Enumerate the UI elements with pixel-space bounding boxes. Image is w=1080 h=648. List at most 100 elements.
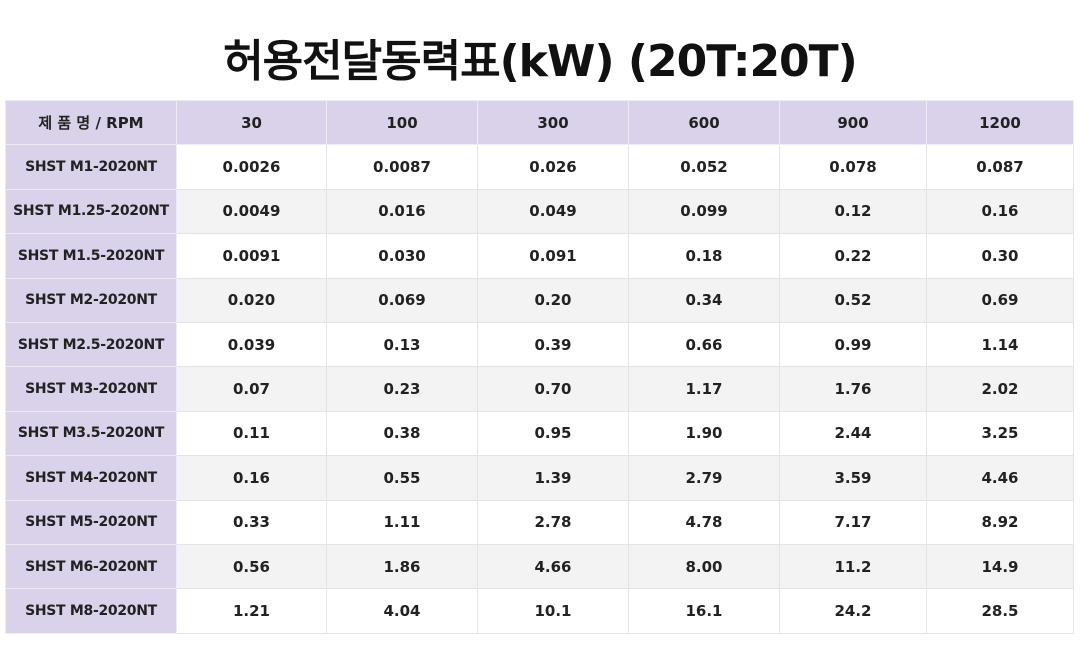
power-value: 0.70 xyxy=(477,366,629,412)
power-value: 0.016 xyxy=(326,188,478,235)
power-value: 0.38 xyxy=(326,410,478,457)
header-cell: 300 xyxy=(477,99,629,146)
power-value: 4.04 xyxy=(326,588,478,634)
product-name: SHST M1-2020NT xyxy=(5,144,177,190)
table-row: SHST M3.5-2020NT 0.11 0.38 0.95 1.90 2.44 3.25 xyxy=(5,410,1074,457)
power-value: 4.78 xyxy=(628,499,780,545)
power-value: 8.92 xyxy=(926,499,1074,545)
table-row: SHST M5-2020NT 0.33 1.11 2.78 4.78 7.17 8.92 xyxy=(5,499,1074,545)
product-name: SHST M1.25-2020NT xyxy=(5,188,177,235)
power-value: 1.11 xyxy=(326,499,478,545)
table-body: SHST M1-2020NT 0.0026 0.0087 0.026 0.052 0.07… xyxy=(5,144,1074,634)
header-cell: 제 품 명 / RPM xyxy=(5,99,177,146)
power-value: 4.66 xyxy=(477,543,629,590)
product-name: SHST M1.5-2020NT xyxy=(5,233,177,279)
power-value: 0.069 xyxy=(326,277,478,323)
power-value: 0.52 xyxy=(779,277,927,323)
power-value: 14.9 xyxy=(926,543,1074,590)
power-value: 0.99 xyxy=(779,321,927,368)
table-row: SHST M2-2020NT 0.020 0.069 0.20 0.34 0.52 0.69 xyxy=(5,277,1074,323)
power-value: 1.86 xyxy=(326,543,478,590)
header-cell: 100 xyxy=(326,99,478,146)
power-value: 4.46 xyxy=(926,455,1074,501)
power-value: 0.0026 xyxy=(176,144,327,190)
power-value: 0.049 xyxy=(477,188,629,235)
power-value: 0.0049 xyxy=(176,188,327,235)
power-value: 1.21 xyxy=(176,588,327,634)
power-value: 0.20 xyxy=(477,277,629,323)
table-row: SHST M1-2020NT 0.0026 0.0087 0.026 0.052 0.07… xyxy=(5,144,1074,190)
product-name: SHST M6-2020NT xyxy=(5,543,177,590)
power-value: 2.78 xyxy=(477,499,629,545)
power-value: 0.078 xyxy=(779,144,927,190)
power-value: 1.14 xyxy=(926,321,1074,368)
power-value: 0.091 xyxy=(477,233,629,279)
power-value: 16.1 xyxy=(628,588,780,634)
power-value: 0.33 xyxy=(176,499,327,545)
power-value: 2.44 xyxy=(779,410,927,457)
product-name: SHST M4-2020NT xyxy=(5,455,177,501)
power-value: 0.23 xyxy=(326,366,478,412)
power-value: 1.90 xyxy=(628,410,780,457)
power-value: 1.39 xyxy=(477,455,629,501)
product-name: SHST M3.5-2020NT xyxy=(5,410,177,457)
power-value: 0.95 xyxy=(477,410,629,457)
power-value: 3.59 xyxy=(779,455,927,501)
power-value: 0.18 xyxy=(628,233,780,279)
table-row: SHST M8-2020NT 1.21 4.04 10.1 16.1 24.2 28.5 xyxy=(5,588,1074,634)
header-cell: 900 xyxy=(779,99,927,146)
power-value: 0.0091 xyxy=(176,233,327,279)
product-name: SHST M2-2020NT xyxy=(5,277,177,323)
title: 허용전달동력표(kW) (20T:20T) xyxy=(223,36,858,87)
product-name: SHST M5-2020NT xyxy=(5,499,177,545)
header-cell: 30 xyxy=(176,99,327,146)
product-name: SHST M3-2020NT xyxy=(5,366,177,412)
power-value: 3.25 xyxy=(926,410,1074,457)
header-cell: 1200 xyxy=(926,99,1074,146)
power-value: 7.17 xyxy=(779,499,927,545)
power-value: 0.69 xyxy=(926,277,1074,323)
product-name: SHST M8-2020NT xyxy=(5,588,177,634)
power-value: 0.030 xyxy=(326,233,478,279)
power-value: 2.02 xyxy=(926,366,1074,412)
power-value: 8.00 xyxy=(628,543,780,590)
header-cell: 600 xyxy=(628,99,780,146)
table-row: SHST M3-2020NT 0.07 0.23 0.70 1.17 1.76 2.02 xyxy=(5,366,1074,412)
power-value: 0.052 xyxy=(628,144,780,190)
table-row: SHST M2.5-2020NT 0.039 0.13 0.39 0.66 0.99 1.1… xyxy=(5,321,1074,368)
power-table: 제 품 명 / RPM 30 100 300 600 900 1200 SHST M1-20… xyxy=(5,99,1074,634)
power-value: 0.087 xyxy=(926,144,1074,190)
table-row: SHST M6-2020NT 0.56 1.86 4.66 8.00 11.2 14.9 xyxy=(5,543,1074,590)
power-value: 0.55 xyxy=(326,455,478,501)
power-value: 28.5 xyxy=(926,588,1074,634)
power-value: 0.16 xyxy=(926,188,1074,235)
table-row: SHST M1.25-2020NT 0.0049 0.016 0.049 0.099 0.… xyxy=(5,188,1074,235)
power-value: 10.1 xyxy=(477,588,629,634)
power-value: 0.0087 xyxy=(326,144,478,190)
power-value: 2.79 xyxy=(628,455,780,501)
power-value: 11.2 xyxy=(779,543,927,590)
power-value: 1.17 xyxy=(628,366,780,412)
power-value: 0.026 xyxy=(477,144,629,190)
power-value: 0.34 xyxy=(628,277,780,323)
header-row: 제 품 명 / RPM 30 100 300 600 900 1200 xyxy=(5,99,1074,146)
power-value: 0.30 xyxy=(926,233,1074,279)
power-value: 0.22 xyxy=(779,233,927,279)
product-name: SHST M2.5-2020NT xyxy=(5,321,177,368)
table-row: SHST M4-2020NT 0.16 0.55 1.39 2.79 3.59 4.46 xyxy=(5,455,1074,501)
power-value: 1.76 xyxy=(779,366,927,412)
power-value: 0.16 xyxy=(176,455,327,501)
power-value: 24.2 xyxy=(779,588,927,634)
power-value: 0.66 xyxy=(628,321,780,368)
power-value: 0.13 xyxy=(326,321,478,368)
power-value: 0.39 xyxy=(477,321,629,368)
power-value: 0.020 xyxy=(176,277,327,323)
power-value: 0.56 xyxy=(176,543,327,590)
table-row: SHST M1.5-2020NT 0.0091 0.030 0.091 0.18 0.22… xyxy=(5,233,1074,279)
power-value: 0.039 xyxy=(176,321,327,368)
power-value: 0.07 xyxy=(176,366,327,412)
power-value: 0.12 xyxy=(779,188,927,235)
power-value: 0.099 xyxy=(628,188,780,235)
power-value: 0.11 xyxy=(176,410,327,457)
